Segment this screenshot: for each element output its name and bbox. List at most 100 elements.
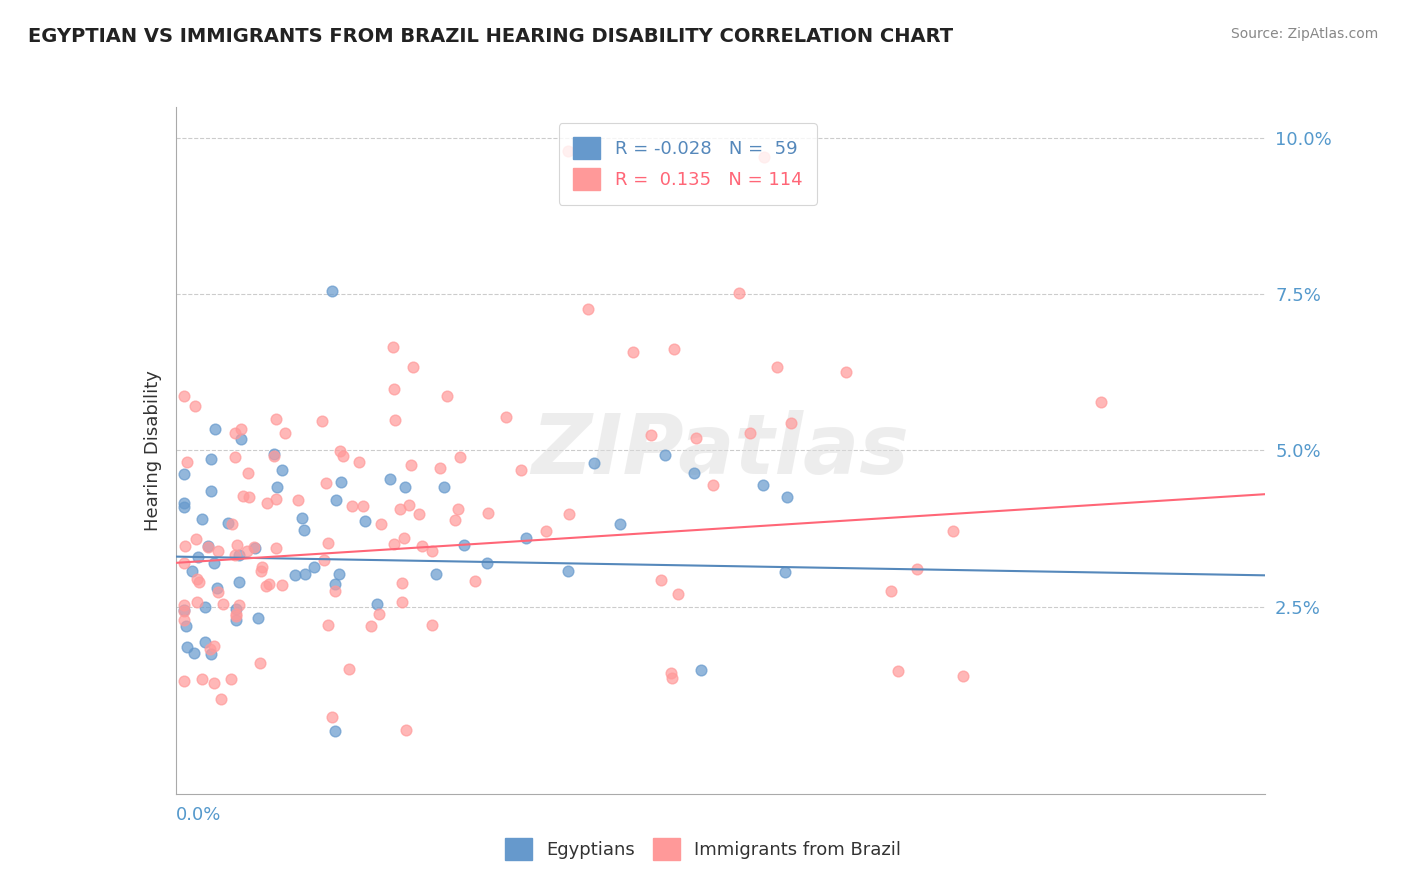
Egyptians <box>202 556 225 570</box>
Immigrants from Brazil <box>332 449 354 463</box>
Immigrants from Brazil <box>398 498 420 512</box>
Text: EGYPTIAN VS IMMIGRANTS FROM BRAZIL HEARING DISABILITY CORRELATION CHART: EGYPTIAN VS IMMIGRANTS FROM BRAZIL HEARI… <box>28 27 953 45</box>
Egyptians <box>204 422 226 436</box>
Immigrants from Brazil <box>173 598 195 612</box>
Immigrants from Brazil <box>207 585 229 599</box>
Immigrants from Brazil <box>360 619 382 633</box>
Egyptians <box>229 432 252 446</box>
Egyptians <box>302 559 325 574</box>
Egyptians <box>354 514 377 528</box>
Immigrants from Brazil <box>191 672 214 686</box>
Immigrants from Brazil <box>650 574 672 588</box>
Immigrants from Brazil <box>368 607 391 621</box>
Immigrants from Brazil <box>224 548 246 562</box>
Immigrants from Brazil <box>337 662 360 676</box>
Egyptians <box>197 539 219 553</box>
Immigrants from Brazil <box>382 382 405 396</box>
Immigrants from Brazil <box>315 476 337 491</box>
Egyptians <box>183 646 205 660</box>
Egyptians <box>266 480 288 494</box>
Egyptians <box>225 602 247 616</box>
Immigrants from Brazil <box>312 553 335 567</box>
Egyptians <box>752 478 775 492</box>
Egyptians <box>173 603 195 617</box>
Egyptians <box>228 575 250 590</box>
Immigrants from Brazil <box>754 150 776 164</box>
Immigrants from Brazil <box>271 578 294 592</box>
Immigrants from Brazil <box>236 544 259 558</box>
Immigrants from Brazil <box>259 577 281 591</box>
Immigrants from Brazil <box>323 584 346 599</box>
Immigrants from Brazil <box>477 506 499 520</box>
Immigrants from Brazil <box>382 536 405 550</box>
Immigrants from Brazil <box>207 544 229 558</box>
Egyptians <box>176 640 198 655</box>
Egyptians <box>323 577 346 591</box>
Immigrants from Brazil <box>238 490 260 504</box>
Immigrants from Brazil <box>173 389 195 403</box>
Immigrants from Brazil <box>264 412 287 426</box>
Immigrants from Brazil <box>449 450 471 465</box>
Immigrants from Brazil <box>209 692 232 706</box>
Egyptians <box>284 568 307 582</box>
Immigrants from Brazil <box>212 597 235 611</box>
Egyptians <box>191 512 214 526</box>
Egyptians <box>292 523 315 537</box>
Immigrants from Brazil <box>702 477 724 491</box>
Immigrants from Brazil <box>186 532 208 546</box>
Immigrants from Brazil <box>316 618 339 632</box>
Immigrants from Brazil <box>509 463 531 477</box>
Immigrants from Brazil <box>311 414 333 428</box>
Immigrants from Brazil <box>391 595 413 609</box>
Immigrants from Brazil <box>225 538 247 552</box>
Immigrants from Brazil <box>224 426 246 441</box>
Immigrants from Brazil <box>266 492 288 507</box>
Egyptians <box>194 600 217 615</box>
Immigrants from Brazil <box>188 575 211 590</box>
Immigrants from Brazil <box>661 671 683 685</box>
Immigrants from Brazil <box>202 639 225 653</box>
Y-axis label: Hearing Disability: Hearing Disability <box>143 370 162 531</box>
Immigrants from Brazil <box>186 572 208 586</box>
Immigrants from Brazil <box>685 431 707 445</box>
Immigrants from Brazil <box>429 460 451 475</box>
Egyptians <box>394 480 416 494</box>
Immigrants from Brazil <box>557 144 579 158</box>
Immigrants from Brazil <box>402 360 425 375</box>
Egyptians <box>328 566 350 581</box>
Immigrants from Brazil <box>399 458 422 473</box>
Legend: R = -0.028   N =  59, R =  0.135   N = 114: R = -0.028 N = 59, R = 0.135 N = 114 <box>558 123 817 205</box>
Legend: Egyptians, Immigrants from Brazil: Egyptians, Immigrants from Brazil <box>491 823 915 874</box>
Egyptians <box>180 564 202 578</box>
Immigrants from Brazil <box>254 579 277 593</box>
Immigrants from Brazil <box>370 516 392 531</box>
Immigrants from Brazil <box>394 531 416 545</box>
Immigrants from Brazil <box>173 613 195 627</box>
Egyptians <box>515 531 537 545</box>
Egyptians <box>294 567 316 582</box>
Immigrants from Brazil <box>263 449 285 463</box>
Immigrants from Brazil <box>342 500 364 514</box>
Egyptians <box>380 472 402 486</box>
Immigrants from Brazil <box>242 540 264 554</box>
Immigrants from Brazil <box>447 502 470 516</box>
Immigrants from Brazil <box>411 539 433 553</box>
Immigrants from Brazil <box>420 544 443 558</box>
Immigrants from Brazil <box>436 388 458 402</box>
Egyptians <box>228 549 250 563</box>
Immigrants from Brazil <box>621 345 644 359</box>
Immigrants from Brazil <box>495 409 517 424</box>
Egyptians <box>200 452 222 467</box>
Immigrants from Brazil <box>766 360 789 375</box>
Egyptians <box>321 285 343 299</box>
Immigrants from Brazil <box>249 656 271 670</box>
Immigrants from Brazil <box>740 426 762 441</box>
Immigrants from Brazil <box>256 496 278 510</box>
Egyptians <box>225 613 247 627</box>
Immigrants from Brazil <box>329 443 352 458</box>
Egyptians <box>174 618 197 632</box>
Immigrants from Brazil <box>219 673 242 687</box>
Egyptians <box>217 516 239 530</box>
Egyptians <box>583 456 606 470</box>
Egyptians <box>246 611 269 625</box>
